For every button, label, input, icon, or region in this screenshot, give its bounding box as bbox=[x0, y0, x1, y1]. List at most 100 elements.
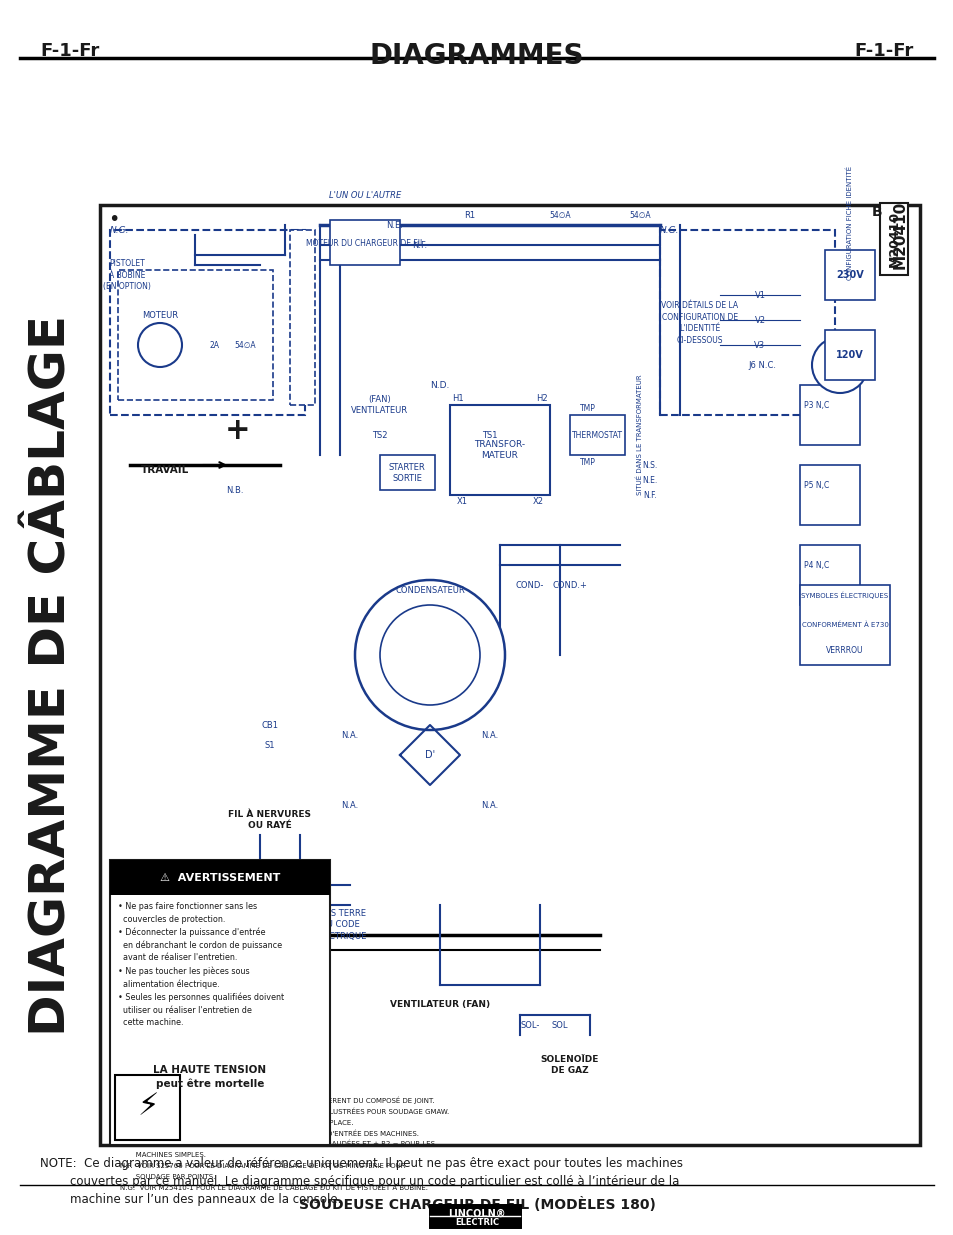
Text: LA HAUTE TENSION
peut être mortelle: LA HAUTE TENSION peut être mortelle bbox=[153, 1065, 266, 1089]
Text: X1: X1 bbox=[456, 496, 467, 506]
Circle shape bbox=[379, 605, 479, 705]
Text: L'UN OU L'AUTRE: L'UN OU L'AUTRE bbox=[329, 190, 400, 200]
Text: +: + bbox=[225, 415, 251, 445]
Bar bbox=[115, 1074, 180, 1140]
Text: N.S.  LES CONNEXIONS DE TRAVAIL ET DE PISTOLET SONT ILLUSTRÉES POUR SOUDAGE GMAW: N.S. LES CONNEXIONS DE TRAVAIL ET DE PIS… bbox=[120, 1108, 449, 1114]
Text: LINCOLN®: LINCOLN® bbox=[448, 1209, 505, 1219]
Bar bbox=[432, 1215, 517, 1225]
Text: CONFIGURATION FICHE IDENTITÉ: CONFIGURATION FICHE IDENTITÉ bbox=[846, 165, 852, 280]
Text: VENTILATEUR (FAN): VENTILATEUR (FAN) bbox=[390, 1000, 490, 1009]
Text: N.F.  VOIR S25766 POUR LE DIAGRAMME DE CÂBLAGE DE KIT DE MINUTERIE POUR: N.F. VOIR S25766 POUR LE DIAGRAMME DE CÂ… bbox=[120, 1163, 405, 1170]
Text: VERRROU: VERRROU bbox=[825, 646, 862, 655]
Text: MACHINES SIMPLES.: MACHINES SIMPLES. bbox=[120, 1152, 206, 1158]
Text: SOUDAGE PAR POINTS.: SOUDAGE PAR POINTS. bbox=[120, 1174, 215, 1179]
Bar bbox=[800, 466, 859, 525]
Text: M20410: M20410 bbox=[886, 211, 900, 267]
Text: TRAVAIL: TRAVAIL bbox=[141, 466, 189, 475]
Bar bbox=[110, 230, 305, 415]
Bar bbox=[430, 1205, 519, 1228]
Text: N.A.: N.A. bbox=[481, 730, 498, 740]
Bar bbox=[430, 1205, 519, 1228]
Text: GND: GND bbox=[290, 957, 310, 966]
Text: N.S.  LES CONNEXIONS EN ALUMINIUM BOULONNÉES REQUIÈRENT DU COMPOSÉ DE JOINT.: N.S. LES CONNEXIONS EN ALUMINIUM BOULONN… bbox=[120, 1097, 435, 1104]
Text: • Ne pas faire fonctionner sans les
  couvercles de protection.
• Déconnecter la: • Ne pas faire fonctionner sans les couv… bbox=[118, 902, 284, 1028]
Text: 54∅A: 54∅A bbox=[233, 341, 255, 350]
Text: B: B bbox=[871, 205, 882, 219]
Text: PISTOLET: PISTOLET bbox=[296, 322, 307, 368]
Bar bbox=[450, 405, 550, 495]
Text: TMP: TMP bbox=[579, 404, 596, 412]
Text: PISTOLET
À BOBINE
(EN OPTION): PISTOLET À BOBINE (EN OPTION) bbox=[103, 259, 151, 290]
Bar bbox=[110, 860, 330, 1145]
Text: P5 N,C: P5 N,C bbox=[803, 480, 828, 489]
Text: CONFORMÉMENT À E730: CONFORMÉMENT À E730 bbox=[801, 621, 887, 629]
Text: (FAN)
VENTILATEUR: (FAN) VENTILATEUR bbox=[351, 395, 408, 415]
Bar bbox=[118, 270, 273, 400]
Text: T12637 (600W CORNING 340) POUR ÊTRE REMISES EN PLACE.: T12637 (600W CORNING 340) POUR ÊTRE REMI… bbox=[120, 1119, 354, 1128]
Circle shape bbox=[138, 324, 182, 367]
Text: H2: H2 bbox=[536, 394, 547, 403]
Text: M20410: M20410 bbox=[892, 201, 906, 269]
Text: N.F.: N.F. bbox=[412, 241, 427, 249]
Bar bbox=[659, 230, 834, 415]
Text: N.D.: N.D. bbox=[430, 380, 449, 389]
Text: M: M bbox=[153, 338, 167, 352]
Text: 230V: 230V bbox=[835, 270, 863, 280]
Text: COND.+: COND.+ bbox=[552, 580, 587, 589]
Bar bbox=[569, 415, 624, 454]
Text: VERS TERRE
AU CODE
ÉLECTRIQUE: VERS TERRE AU CODE ÉLECTRIQUE bbox=[314, 909, 366, 941]
Circle shape bbox=[355, 580, 504, 730]
Text: VOIR DÉTAILS DE LA
CONFIGURATION DE
L'IDENTITÉ
CI-DESSOUS: VOIR DÉTAILS DE LA CONFIGURATION DE L'ID… bbox=[660, 301, 738, 346]
Bar bbox=[379, 454, 435, 490]
Text: TS1: TS1 bbox=[482, 431, 497, 440]
Text: MOTEUR: MOTEUR bbox=[142, 311, 178, 320]
Text: FIL LISSE: FIL LISSE bbox=[247, 861, 293, 869]
Text: V1: V1 bbox=[754, 290, 764, 300]
Text: ⚡: ⚡ bbox=[137, 1093, 158, 1121]
Text: NOTES:: NOTES: bbox=[120, 1086, 157, 1094]
Circle shape bbox=[811, 337, 867, 393]
Text: SOLENOÏDE
DE GAZ: SOLENOÏDE DE GAZ bbox=[540, 1055, 598, 1074]
Bar bbox=[800, 585, 889, 664]
Text: N.B.: N.B. bbox=[226, 485, 244, 494]
Text: N.E.: N.E. bbox=[386, 221, 403, 230]
Text: +: + bbox=[347, 235, 356, 245]
Bar bbox=[824, 330, 874, 380]
Text: ⚠  AVERTISSEMENT: ⚠ AVERTISSEMENT bbox=[160, 873, 280, 883]
Bar bbox=[800, 385, 859, 445]
Text: V3: V3 bbox=[754, 341, 764, 350]
Text: C1: C1 bbox=[423, 659, 436, 671]
Bar bbox=[110, 860, 330, 895]
Text: N.A.: N.A. bbox=[341, 730, 358, 740]
Text: V2: V2 bbox=[754, 315, 764, 325]
Text: STARTER
SORTIE: STARTER SORTIE bbox=[388, 463, 425, 483]
Text: TMP: TMP bbox=[579, 458, 596, 467]
Text: N.F.: N.F. bbox=[642, 490, 656, 499]
Text: CONDENSATEUR: CONDENSATEUR bbox=[395, 585, 464, 595]
Text: F-1-Fr: F-1-Fr bbox=[40, 42, 99, 61]
Text: N.G.: N.G. bbox=[110, 226, 130, 235]
Text: MOTEUR DU CHARGEUR DE FIL: MOTEUR DU CHARGEUR DE FIL bbox=[306, 238, 424, 247]
Text: H1: H1 bbox=[452, 394, 463, 403]
Text: N.E.  CE COMPRENANT TST + ST = POUR LES MACHINES TARAUDÉES ET + R2 = POUR LES: N.E. CE COMPRENANT TST + ST = POUR LES M… bbox=[120, 1141, 435, 1147]
Text: N.G.: N.G. bbox=[659, 226, 679, 235]
Text: COND-: COND- bbox=[516, 580, 543, 589]
Text: N.A.: N.A. bbox=[341, 800, 358, 809]
Text: NOTE:  Ce diagramme a valeur de référence uniquement. Il peut ne pas être exact : NOTE: Ce diagramme a valeur de référence… bbox=[40, 1157, 682, 1207]
Text: TRANSFOR-
MATEUR: TRANSFOR- MATEUR bbox=[474, 440, 525, 461]
Text: THERMOSTAT: THERMOSTAT bbox=[571, 431, 622, 440]
Text: 54∅A: 54∅A bbox=[549, 210, 570, 220]
Text: N.A.: N.A. bbox=[481, 800, 498, 809]
Text: N.E.: N.E. bbox=[641, 475, 657, 484]
Text: TS2: TS2 bbox=[372, 431, 387, 440]
Text: J6 N.C.: J6 N.C. bbox=[747, 361, 775, 369]
Text: S1: S1 bbox=[265, 741, 275, 750]
Text: P3 N,C: P3 N,C bbox=[803, 400, 828, 410]
Text: X2: X2 bbox=[532, 496, 543, 506]
Bar bbox=[330, 220, 399, 266]
Text: J6 N,C: J6 N,C bbox=[828, 361, 850, 369]
Bar bbox=[800, 545, 859, 605]
Text: SOL: SOL bbox=[551, 1020, 568, 1030]
Bar bbox=[879, 203, 907, 275]
Text: ELECTRIC: ELECTRIC bbox=[455, 1219, 498, 1228]
